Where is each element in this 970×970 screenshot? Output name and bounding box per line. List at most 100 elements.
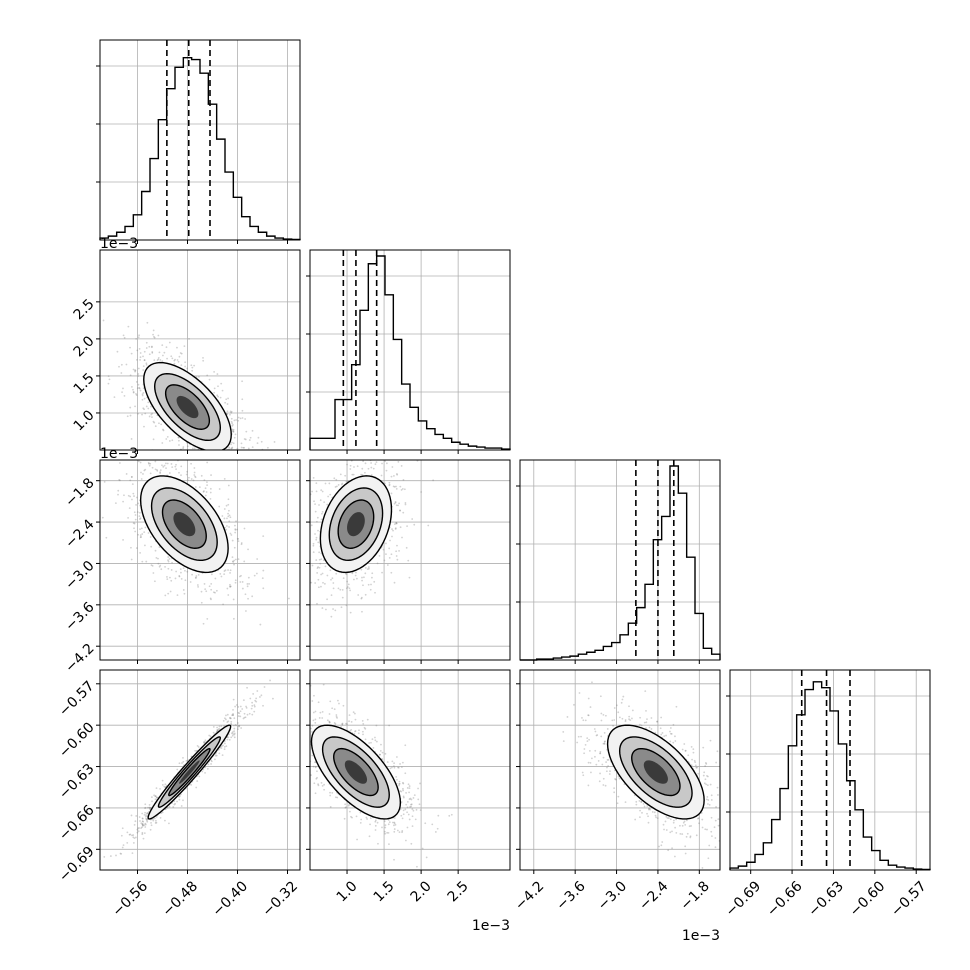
- sample-point: [392, 765, 395, 768]
- sample-point: [253, 710, 256, 713]
- sample-point: [395, 487, 398, 490]
- sample-point: [155, 821, 158, 824]
- sample-point: [360, 568, 363, 571]
- sample-point: [236, 537, 239, 540]
- sample-point: [109, 855, 112, 857]
- sample-point: [200, 601, 203, 604]
- sample-point: [746, 825, 748, 827]
- sample-point: [393, 822, 396, 825]
- sample-point: [419, 782, 421, 785]
- sample-point: [222, 744, 224, 747]
- sample-point: [143, 544, 146, 547]
- sample-point: [191, 447, 194, 450]
- sample-point: [232, 698, 235, 701]
- sample-point: [169, 576, 171, 579]
- sample-point: [403, 488, 406, 491]
- sample-point: [338, 702, 340, 705]
- sample-point: [330, 615, 333, 618]
- sample-point: [232, 714, 234, 716]
- sample-point: [402, 787, 404, 790]
- sample-point: [243, 446, 246, 449]
- sample-point: [424, 822, 427, 825]
- sample-point: [175, 468, 177, 471]
- sample-point: [352, 473, 355, 476]
- sample-point: [301, 572, 303, 574]
- sample-point: [175, 463, 177, 466]
- sample-point: [122, 500, 124, 503]
- sample-point: [251, 713, 254, 716]
- density-contour: [344, 760, 368, 784]
- sample-point: [323, 783, 326, 786]
- sample-point: [312, 544, 315, 547]
- sample-point: [203, 583, 206, 585]
- sample-point: [295, 537, 297, 539]
- sample-point: [411, 815, 414, 818]
- sample-point: [232, 712, 234, 715]
- sample-point: [190, 462, 192, 465]
- sample-point: [159, 453, 161, 455]
- sample-point: [384, 832, 387, 835]
- sample-point: [154, 822, 157, 824]
- sample-point: [167, 559, 169, 562]
- sample-point: [349, 589, 352, 592]
- sample-point: [150, 824, 153, 827]
- sample-point: [294, 769, 296, 771]
- sample-point: [132, 388, 134, 391]
- sample-point: [135, 504, 137, 506]
- sample-point: [177, 454, 179, 456]
- sample-point: [171, 561, 173, 564]
- sample-point: [157, 562, 160, 565]
- sample-point: [235, 724, 238, 727]
- sample-point: [322, 581, 324, 584]
- sample-point: [381, 462, 383, 465]
- sample-point: [313, 782, 316, 785]
- sample-point: [167, 567, 170, 570]
- sample-point: [193, 467, 196, 469]
- sample-point: [119, 852, 122, 855]
- sample-point: [369, 817, 372, 820]
- sample-point: [194, 476, 197, 479]
- sample-point: [134, 405, 136, 408]
- histogram-panel-0: [96, 39, 301, 244]
- sample-point: [138, 347, 141, 350]
- sample-point: [366, 718, 369, 721]
- sample-point: [320, 573, 323, 576]
- sample-point: [223, 462, 225, 464]
- sample-point: [194, 452, 196, 454]
- sample-point: [304, 739, 306, 741]
- sample-point: [155, 440, 157, 442]
- sample-point: [131, 483, 134, 485]
- sample-point: [129, 833, 132, 836]
- sample-point: [220, 575, 223, 578]
- sample-point: [346, 463, 348, 466]
- sample-point: [316, 567, 319, 569]
- sample-point: [129, 346, 131, 349]
- sample-point: [96, 502, 98, 504]
- sample-point: [284, 712, 286, 714]
- sample-point: [394, 527, 397, 530]
- sample-point: [176, 346, 178, 349]
- sample-point: [317, 566, 319, 568]
- sample-point: [194, 577, 197, 579]
- sample-point: [312, 765, 315, 768]
- sample-point: [148, 806, 151, 809]
- sample-point: [404, 772, 407, 775]
- sample-point: [141, 820, 144, 823]
- sample-point: [685, 819, 688, 822]
- sample-point: [126, 831, 129, 834]
- sample-point: [371, 576, 373, 579]
- sample-point: [288, 621, 290, 623]
- sample-point: [355, 577, 358, 580]
- sample-point: [252, 693, 255, 695]
- sample-point: [230, 411, 233, 414]
- sample-point: [337, 484, 340, 486]
- sample-point: [270, 474, 272, 476]
- sample-point: [315, 490, 318, 493]
- sample-point: [328, 713, 331, 715]
- sample-point: [674, 735, 676, 738]
- sample-point: [335, 478, 338, 481]
- sample-point: [366, 446, 368, 448]
- sample-point: [225, 398, 228, 401]
- sample-point: [198, 375, 200, 378]
